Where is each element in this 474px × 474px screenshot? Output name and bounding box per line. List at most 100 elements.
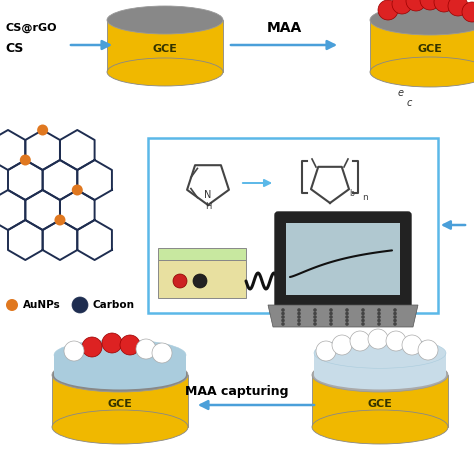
Circle shape [64, 341, 84, 361]
Circle shape [72, 297, 88, 313]
Circle shape [393, 319, 397, 322]
Text: H: H [205, 201, 211, 210]
Circle shape [281, 322, 285, 326]
Circle shape [345, 308, 349, 312]
Ellipse shape [314, 361, 446, 390]
Ellipse shape [52, 410, 188, 444]
FancyBboxPatch shape [286, 223, 400, 295]
Circle shape [377, 322, 381, 326]
Ellipse shape [312, 410, 448, 444]
Polygon shape [312, 375, 448, 427]
Ellipse shape [312, 358, 448, 392]
Circle shape [420, 0, 440, 10]
Circle shape [297, 308, 301, 312]
Ellipse shape [107, 6, 223, 34]
FancyBboxPatch shape [275, 212, 411, 308]
Circle shape [332, 335, 352, 355]
Circle shape [386, 331, 406, 351]
Circle shape [345, 315, 349, 319]
Circle shape [361, 319, 365, 322]
Circle shape [393, 315, 397, 319]
Circle shape [377, 308, 381, 312]
Polygon shape [314, 353, 446, 375]
Circle shape [173, 274, 187, 288]
FancyBboxPatch shape [148, 138, 438, 313]
Circle shape [281, 315, 285, 319]
Circle shape [361, 312, 365, 315]
Circle shape [313, 322, 317, 326]
Text: CS@rGO: CS@rGO [5, 23, 56, 33]
Circle shape [393, 312, 397, 315]
Ellipse shape [54, 361, 186, 390]
Circle shape [345, 312, 349, 315]
FancyBboxPatch shape [158, 248, 246, 260]
Circle shape [136, 339, 156, 359]
Circle shape [152, 343, 172, 363]
Circle shape [297, 319, 301, 322]
Circle shape [313, 319, 317, 322]
Circle shape [393, 322, 397, 326]
Text: CS: CS [5, 42, 23, 55]
Circle shape [281, 312, 285, 315]
Circle shape [297, 315, 301, 319]
Circle shape [361, 315, 365, 319]
Circle shape [281, 319, 285, 322]
Text: AuNPs: AuNPs [23, 300, 61, 310]
Circle shape [329, 308, 333, 312]
Circle shape [418, 340, 438, 360]
Circle shape [378, 0, 398, 20]
Circle shape [350, 331, 370, 351]
Circle shape [313, 312, 317, 315]
Circle shape [345, 319, 349, 322]
Polygon shape [268, 305, 418, 327]
Text: GCE: GCE [108, 399, 132, 409]
Circle shape [434, 0, 454, 12]
Ellipse shape [52, 358, 188, 392]
Text: e: e [398, 88, 404, 98]
Text: MAA capturing: MAA capturing [185, 385, 289, 399]
Circle shape [6, 299, 18, 311]
Circle shape [316, 341, 336, 361]
Text: c: c [407, 98, 412, 108]
Text: MAA: MAA [266, 21, 301, 35]
Polygon shape [107, 20, 223, 72]
Circle shape [329, 312, 333, 315]
Circle shape [297, 322, 301, 326]
Text: GCE: GCE [153, 44, 177, 54]
FancyBboxPatch shape [158, 260, 246, 298]
Text: Carbon: Carbon [93, 300, 135, 310]
Circle shape [329, 315, 333, 319]
Circle shape [72, 184, 83, 195]
Circle shape [297, 312, 301, 315]
Circle shape [313, 315, 317, 319]
Circle shape [329, 322, 333, 326]
Circle shape [20, 155, 31, 165]
Ellipse shape [314, 337, 446, 368]
Text: GCE: GCE [367, 399, 392, 409]
Polygon shape [370, 20, 474, 72]
Circle shape [377, 319, 381, 322]
Ellipse shape [107, 58, 223, 86]
Ellipse shape [370, 57, 474, 87]
Circle shape [120, 335, 140, 355]
Ellipse shape [54, 340, 186, 370]
Circle shape [406, 0, 426, 11]
Circle shape [82, 337, 102, 357]
Circle shape [368, 329, 388, 349]
Circle shape [102, 333, 122, 353]
Circle shape [361, 322, 365, 326]
Ellipse shape [370, 5, 474, 35]
Circle shape [55, 215, 65, 226]
Circle shape [448, 0, 468, 16]
Polygon shape [52, 375, 188, 427]
Circle shape [37, 125, 48, 136]
Polygon shape [54, 355, 186, 375]
Circle shape [377, 312, 381, 315]
Circle shape [193, 274, 207, 288]
Text: b: b [349, 190, 354, 199]
Text: N: N [204, 190, 212, 200]
Circle shape [392, 0, 412, 14]
Circle shape [313, 308, 317, 312]
Circle shape [377, 315, 381, 319]
Text: n: n [362, 193, 368, 202]
